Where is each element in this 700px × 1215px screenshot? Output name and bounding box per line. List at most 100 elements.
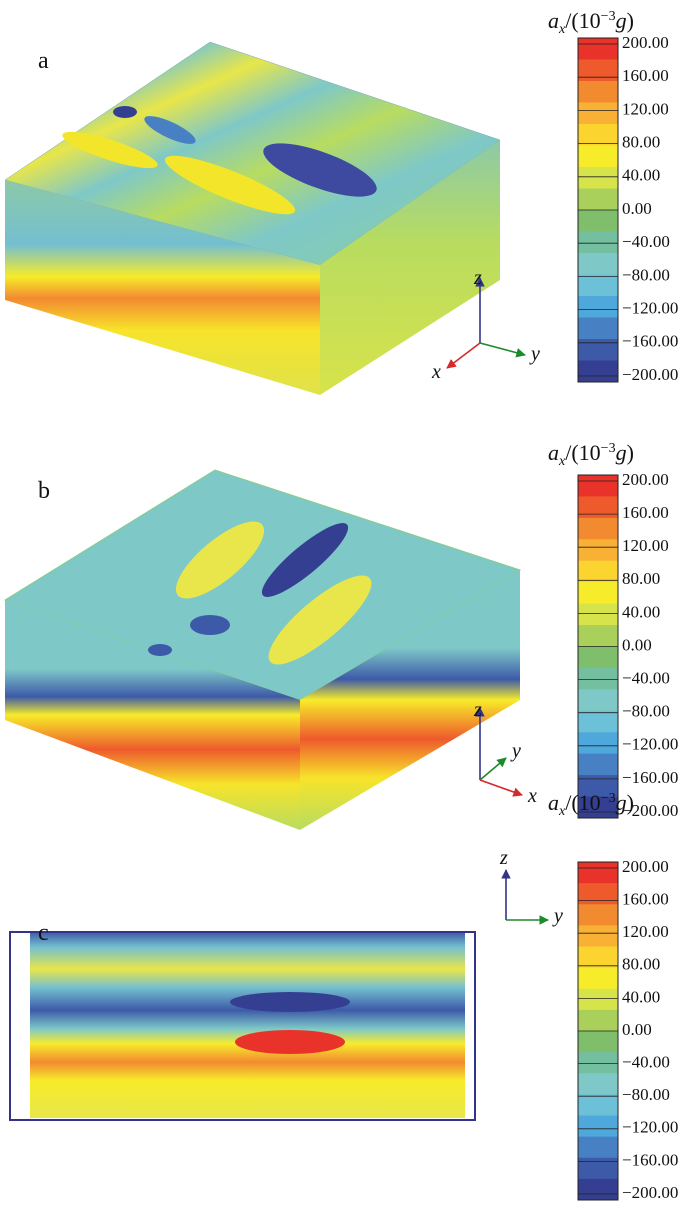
colorbar-band <box>578 38 618 60</box>
colorbar-band <box>578 667 618 690</box>
colorbar-tick-label: 160.00 <box>622 66 669 85</box>
colorbar-band <box>578 1115 618 1138</box>
colorbar-band <box>578 1009 618 1032</box>
title-part: g <box>616 440 627 465</box>
axis-label: z <box>499 847 508 869</box>
colorbar-tick-label: −40.00 <box>622 669 670 688</box>
colorbar-band <box>578 102 618 125</box>
colorbar-tick-label: 160.00 <box>622 503 669 522</box>
colorbar-band <box>578 732 618 755</box>
title-part: a <box>548 790 559 815</box>
colorbar-band <box>578 689 618 712</box>
colorbar-band <box>578 1178 618 1201</box>
title-part: x <box>558 804 566 819</box>
colorbar-band <box>578 496 618 519</box>
colorbar-tick-label: −120.00 <box>622 299 678 318</box>
colorbar-band <box>578 1094 618 1116</box>
title-part: /(10 <box>565 790 600 815</box>
title-part: −3 <box>601 9 616 24</box>
axis-label: x <box>527 785 537 807</box>
colorbar-band <box>578 988 618 1011</box>
colorbar-band <box>578 925 618 947</box>
axis-label: x <box>431 361 441 383</box>
colorbar-band <box>578 775 618 798</box>
colorbar-tick-label: −40.00 <box>622 232 670 251</box>
colorbar-band <box>578 646 618 669</box>
colorbar-tick-label: 40.00 <box>622 166 660 185</box>
colorbar-band <box>578 188 618 211</box>
colorbar-tick-label: 200.00 <box>622 470 669 489</box>
colorbar-tick-label: 120.00 <box>622 536 669 555</box>
colorbar-band <box>578 1157 618 1180</box>
colorbar-title: ax/(10−3g) <box>548 440 634 469</box>
colorbar-band <box>578 475 618 497</box>
colorbar-band <box>578 862 618 884</box>
title-part: g <box>616 790 627 815</box>
colorbar-tick-label: 80.00 <box>622 955 660 974</box>
colorbar-band <box>578 625 618 647</box>
colorbar-tick-label: −80.00 <box>622 1085 670 1104</box>
title-part: ) <box>627 790 634 815</box>
colorbar-band <box>578 145 618 168</box>
colorbar-band <box>578 339 618 361</box>
axis-label: y <box>552 905 563 927</box>
colorbar-tick-label: 80.00 <box>622 569 660 588</box>
colorbar-band <box>578 967 618 990</box>
colorbar-band <box>578 124 618 146</box>
colorbar-tick-label: −200.00 <box>622 1183 678 1202</box>
colorbar-band <box>578 360 618 383</box>
colorbar-band <box>578 753 618 776</box>
colorbar-tick-label: 200.00 <box>622 33 669 52</box>
colorbar-band <box>578 1136 618 1159</box>
colorbar-band <box>578 253 618 275</box>
colorbar-tick-label: −160.00 <box>622 768 678 787</box>
colorbar-band <box>578 603 618 626</box>
colorbar-tick-label: −80.00 <box>622 265 670 284</box>
colorbar-tick-label: −120.00 <box>622 735 678 754</box>
colorbar-title: ax/(10−3g) <box>548 790 634 819</box>
colorbar-band <box>578 296 618 318</box>
axis-label: y <box>510 740 521 762</box>
axis-arrow <box>479 757 507 781</box>
colorbar-band <box>578 1052 618 1074</box>
axis-label: z <box>473 267 482 289</box>
colorbar-band <box>578 517 618 540</box>
colorbar-band <box>578 317 618 340</box>
title-part: g <box>616 8 627 33</box>
colorbar-tick-label: 120.00 <box>622 922 669 941</box>
colorbar-tick-label: −160.00 <box>622 1150 678 1169</box>
axis-label: y <box>529 343 540 365</box>
colorbar-band <box>578 796 618 819</box>
volume-b <box>3 469 522 830</box>
colorbar-tick-label: 160.00 <box>622 890 669 909</box>
colorbar-tick-label: −200.00 <box>622 365 678 384</box>
axis-arrow <box>446 342 481 369</box>
section-c <box>9 931 476 1121</box>
colorbar-band <box>578 582 618 605</box>
colorbar-tick-label: −80.00 <box>622 702 670 721</box>
volume-a <box>4 41 501 395</box>
colorbar-band <box>578 539 618 562</box>
colorbar-tick-label: −160.00 <box>622 332 678 351</box>
axis-label: z <box>473 699 482 721</box>
title-part: a <box>548 8 559 33</box>
title-part: /(10 <box>565 440 600 465</box>
colorbar-band <box>578 59 618 82</box>
colorbar-band <box>578 883 618 905</box>
axis-arrow <box>479 342 526 358</box>
title-part: −3 <box>601 791 616 806</box>
colorbar-tick-label: 120.00 <box>622 99 669 118</box>
colorbar-tick-label: 0.00 <box>622 635 652 654</box>
title-part: x <box>558 454 566 469</box>
colorbar-tick-label: −40.00 <box>622 1053 670 1072</box>
panel-label: c <box>38 920 49 946</box>
colorbar-band <box>578 710 618 733</box>
colorbar-tick-label: 80.00 <box>622 133 660 152</box>
colorbar-tick-label: 0.00 <box>622 1020 652 1039</box>
colorbar-tick-label: −120.00 <box>622 1118 678 1137</box>
colorbar-tick-label: 0.00 <box>622 199 652 218</box>
title-part: /(10 <box>565 8 600 33</box>
colorbar-band <box>578 560 618 583</box>
colorbar-band <box>578 81 618 103</box>
